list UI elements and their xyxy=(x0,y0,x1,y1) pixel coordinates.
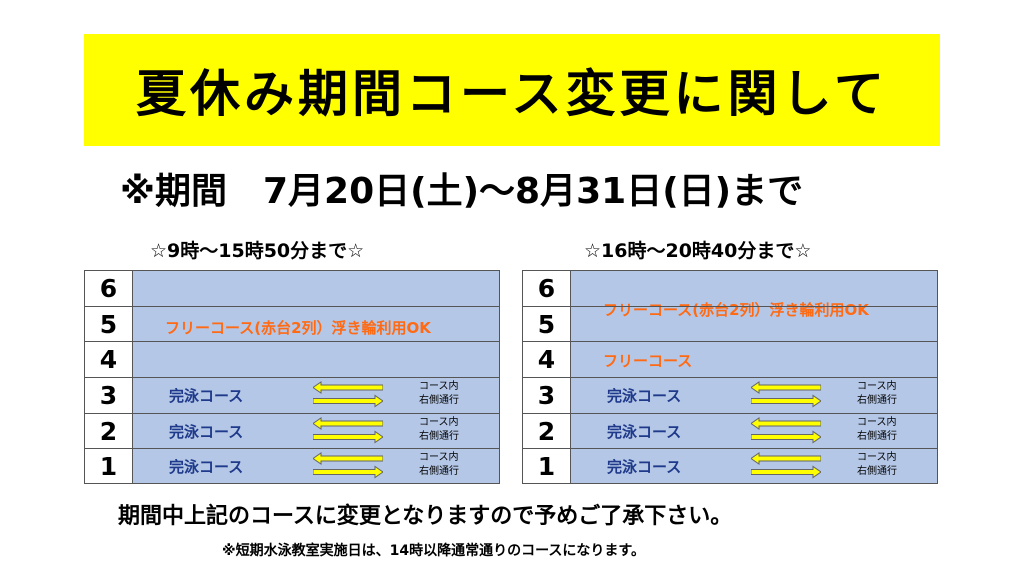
lane-number: 3 xyxy=(523,378,571,413)
lane-row: 6 xyxy=(523,271,937,307)
bidirectional-arrows-icon xyxy=(751,417,821,444)
period-label: ※期間 xyxy=(120,171,227,212)
lane-number: 2 xyxy=(523,414,571,448)
lane-row: 5 xyxy=(523,307,937,342)
swim-lane: 完泳コース コース内 右側通行 xyxy=(571,378,937,413)
lane-number: 5 xyxy=(523,307,571,341)
lane-rule-note: コース内 右側通行 xyxy=(419,381,459,406)
lane-number: 6 xyxy=(85,271,133,306)
swim-course-label: 完泳コース xyxy=(169,458,244,476)
lane-number: 4 xyxy=(523,342,571,377)
lane-rule-note: コース内 右側通行 xyxy=(419,452,459,477)
free-course-label: フリーコース(赤台2列）浮き輪利用OK xyxy=(603,301,869,319)
bidirectional-arrows-icon xyxy=(313,381,383,408)
swim-lane: 完泳コース コース内 右側通行 xyxy=(133,414,499,448)
lane-row: 1 完泳コース コース内 右側通行 xyxy=(523,449,937,483)
lane-row: 3 完泳コース コース内 右側通行 xyxy=(523,378,937,414)
lane-rule-note: コース内 右側通行 xyxy=(857,417,897,442)
lane-rule-note: コース内 右側通行 xyxy=(419,417,459,442)
free-course-label: フリーコース xyxy=(603,352,693,370)
footer-notice: 期間中上記のコースに変更となりますので予めご了承下さい。 xyxy=(118,504,733,529)
bidirectional-arrows-icon xyxy=(751,452,821,479)
bidirectional-arrows-icon xyxy=(313,417,383,444)
lane-number: 1 xyxy=(85,449,133,483)
swim-course-label: 完泳コース xyxy=(169,387,244,405)
lane-rule-note: コース内 右側通行 xyxy=(857,381,897,406)
lane-row: 2 完泳コース コース内 右側通行 xyxy=(85,414,499,449)
free-course-area: フリーコース xyxy=(571,342,937,378)
lane-row: 3 完泳コース コース内 右側通行 xyxy=(85,378,499,414)
lane-row: 6 xyxy=(85,271,499,307)
swim-course-label: 完泳コース xyxy=(607,458,682,476)
swim-course-label: 完泳コース xyxy=(169,423,244,441)
lane-diagram-daytime: フリーコース(赤台2列）浮き輪利用OK 6 5 4 3 完泳コース コース内 右… xyxy=(84,270,500,484)
swim-lane: 完泳コース コース内 右側通行 xyxy=(571,414,937,448)
period-range: 7月20日(土)～8月31日(日)まで xyxy=(263,171,804,212)
lane-rule-note: コース内 右側通行 xyxy=(857,452,897,477)
swim-lane: 完泳コース コース内 右側通行 xyxy=(133,449,499,483)
lane-row: 4 xyxy=(85,342,499,378)
free-course-label: フリーコース(赤台2列）浮き輪利用OK xyxy=(165,319,431,337)
lane-row: 2 完泳コース コース内 右側通行 xyxy=(523,414,937,449)
lane-number: 5 xyxy=(85,307,133,341)
schedule-subtitle-evening: ☆16時～20時40分まで☆ xyxy=(584,240,812,262)
lane-diagram-evening: フリーコース(赤台2列）浮き輪利用OK フリーコース 6 5 4 3 完泳コース… xyxy=(522,270,938,484)
period-line: ※期間 7月20日(土)～8月31日(日)まで xyxy=(120,162,803,214)
swim-lane: 完泳コース コース内 右側通行 xyxy=(133,378,499,413)
footer-footnote: ※短期水泳教室実施日は、14時以降通常通りのコースになります。 xyxy=(222,543,645,559)
swim-course-label: 完泳コース xyxy=(607,387,682,405)
bidirectional-arrows-icon xyxy=(751,381,821,408)
lane-row: 5 xyxy=(85,307,499,342)
page-title: 夏休み期間コース変更に関して xyxy=(136,65,888,123)
lane-row: 4 xyxy=(523,342,937,378)
free-course-area: フリーコース(赤台2列）浮き輪利用OK xyxy=(133,271,499,378)
lane-number: 6 xyxy=(523,271,571,306)
swim-course-label: 完泳コース xyxy=(607,423,682,441)
lane-number: 3 xyxy=(85,378,133,413)
lane-number: 4 xyxy=(85,342,133,377)
title-banner: 夏休み期間コース変更に関して xyxy=(84,34,940,146)
swim-lane: 完泳コース コース内 右側通行 xyxy=(571,449,937,483)
schedule-subtitle-daytime: ☆9時～15時50分まで☆ xyxy=(150,240,365,262)
bidirectional-arrows-icon xyxy=(313,452,383,479)
lane-number: 1 xyxy=(523,449,571,483)
lane-number: 2 xyxy=(85,414,133,448)
lane-row: 1 完泳コース コース内 右側通行 xyxy=(85,449,499,483)
